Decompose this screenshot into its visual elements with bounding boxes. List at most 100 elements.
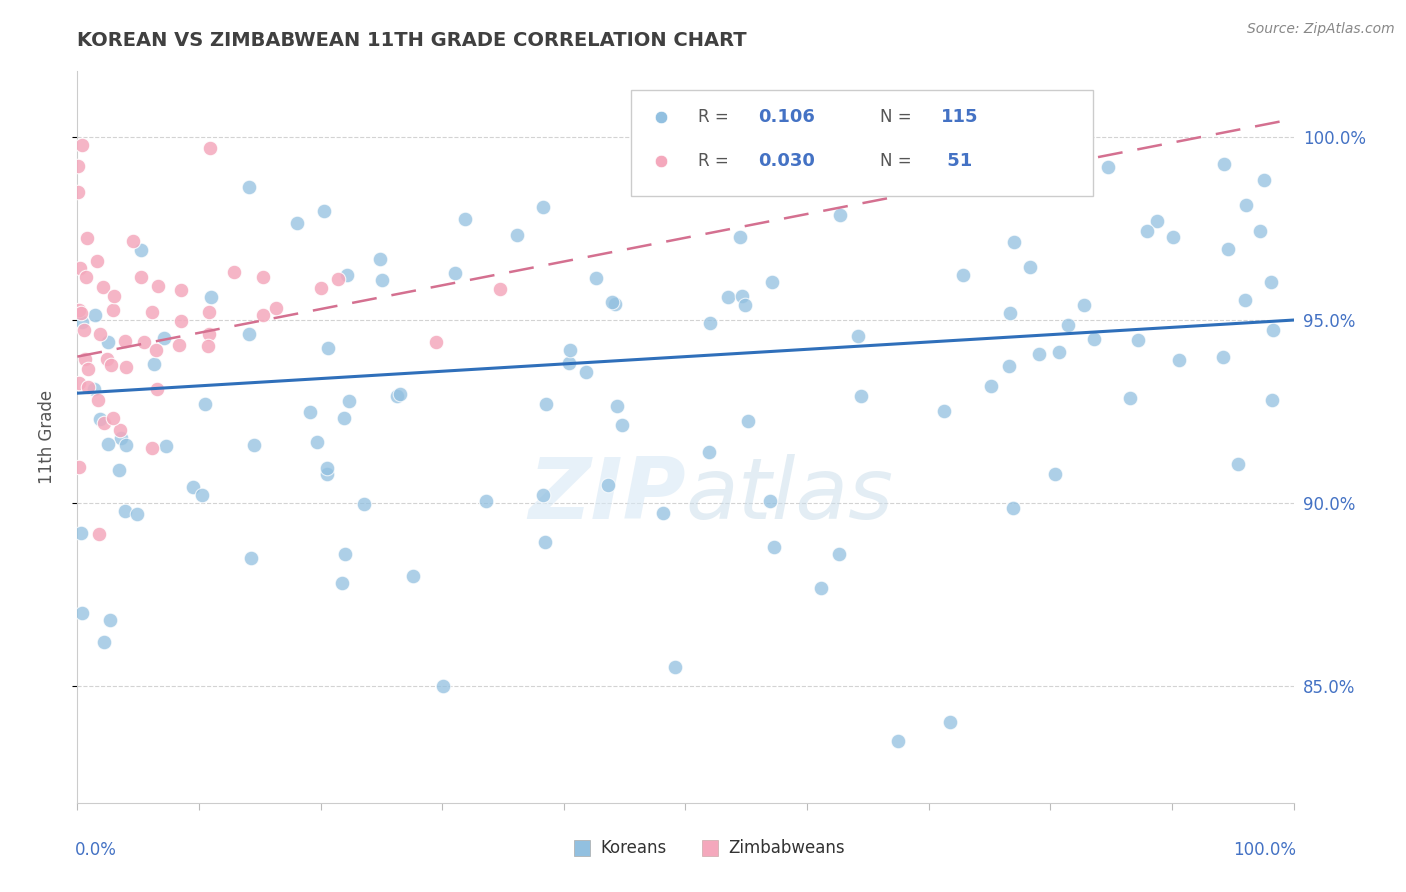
- Text: 0.030: 0.030: [758, 153, 815, 170]
- Point: [146, 382, 169, 396]
- Point: [252, 270, 274, 285]
- Point: [141, 441, 163, 455]
- Point: [67, 459, 90, 474]
- Point: [333, 547, 356, 561]
- Point: [316, 341, 339, 355]
- Point: [191, 487, 214, 501]
- Point: [75, 269, 97, 284]
- Point: [1249, 224, 1271, 238]
- Point: [83, 382, 105, 396]
- Point: [600, 295, 623, 310]
- Point: [77, 362, 100, 376]
- Point: [129, 244, 152, 258]
- Point: [89, 326, 111, 341]
- Point: [531, 200, 554, 214]
- Point: [980, 379, 1002, 393]
- Point: [830, 208, 852, 222]
- Text: atlas: atlas: [686, 454, 893, 537]
- Point: [1047, 345, 1070, 359]
- Point: [1212, 157, 1234, 171]
- Point: [169, 338, 191, 352]
- Point: [699, 445, 721, 459]
- Point: [651, 506, 673, 520]
- Point: [941, 112, 963, 126]
- Point: [734, 298, 756, 312]
- Point: [425, 334, 447, 349]
- Point: [585, 271, 607, 285]
- Point: [489, 282, 512, 296]
- Point: [101, 303, 124, 318]
- Point: [1045, 467, 1067, 481]
- Point: [731, 289, 754, 303]
- Point: [114, 504, 136, 518]
- Point: [91, 280, 114, 294]
- Point: [598, 477, 620, 491]
- Point: [1212, 351, 1234, 365]
- Point: [558, 356, 581, 370]
- Point: [89, 412, 111, 426]
- Point: [444, 266, 467, 280]
- Point: [1233, 293, 1256, 308]
- Text: Source: ZipAtlas.com: Source: ZipAtlas.com: [1247, 22, 1395, 37]
- Point: [326, 271, 349, 285]
- Point: [153, 331, 176, 345]
- Point: [145, 343, 167, 358]
- Point: [108, 423, 131, 437]
- Point: [558, 343, 581, 357]
- Point: [998, 359, 1021, 373]
- Point: [155, 439, 177, 453]
- Text: 0.106: 0.106: [758, 109, 815, 127]
- Point: [86, 253, 108, 268]
- Point: [759, 494, 782, 508]
- Point: [197, 339, 219, 353]
- Point: [1002, 500, 1025, 515]
- Point: [810, 582, 832, 596]
- Point: [336, 268, 359, 283]
- Point: [1028, 347, 1050, 361]
- Point: [534, 534, 557, 549]
- Point: [606, 399, 628, 413]
- Point: [388, 387, 411, 401]
- Point: [98, 613, 121, 627]
- Point: [998, 306, 1021, 320]
- Text: 115: 115: [941, 109, 979, 127]
- Point: [664, 660, 686, 674]
- Point: [72, 137, 94, 152]
- Point: [1057, 318, 1080, 332]
- Point: [238, 326, 260, 341]
- Point: [66, 185, 89, 199]
- Point: [96, 351, 118, 366]
- Point: [77, 379, 100, 393]
- Point: [101, 411, 124, 425]
- Point: [531, 487, 554, 501]
- Point: [432, 679, 454, 693]
- Point: [125, 507, 148, 521]
- Point: [110, 431, 132, 445]
- Point: [67, 160, 90, 174]
- Point: [506, 227, 529, 242]
- Point: [1018, 260, 1040, 274]
- Text: Koreans: Koreans: [600, 839, 666, 857]
- Point: [252, 308, 274, 322]
- Text: R =: R =: [697, 109, 734, 127]
- FancyBboxPatch shape: [631, 90, 1092, 195]
- Point: [115, 360, 138, 375]
- Point: [114, 334, 136, 349]
- Point: [1002, 235, 1025, 249]
- Text: 0.0%: 0.0%: [75, 841, 117, 859]
- Point: [93, 416, 115, 430]
- Point: [132, 334, 155, 349]
- Point: [67, 376, 90, 390]
- Point: [170, 283, 193, 297]
- Point: [1073, 298, 1095, 312]
- Point: [67, 303, 90, 318]
- Text: N =: N =: [880, 109, 917, 127]
- Point: [285, 216, 308, 230]
- Point: [100, 358, 122, 372]
- Y-axis label: 11th Grade: 11th Grade: [38, 390, 56, 484]
- Point: [299, 405, 322, 419]
- Text: Zimbabweans: Zimbabweans: [728, 839, 845, 857]
- Point: [73, 323, 96, 337]
- Point: [170, 313, 193, 327]
- Point: [952, 268, 974, 282]
